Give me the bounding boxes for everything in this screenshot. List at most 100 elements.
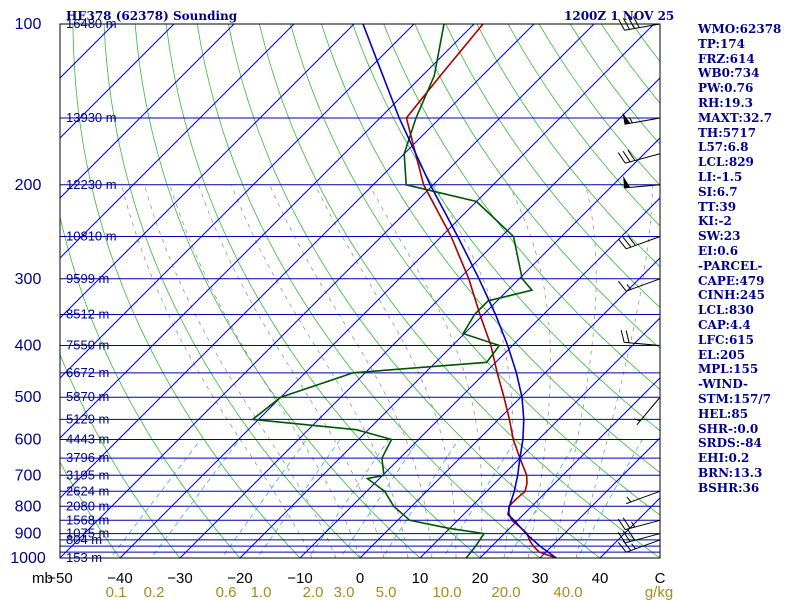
index-item: LI:-1.5 bbox=[698, 169, 743, 184]
isotherm bbox=[179, 77, 660, 558]
temperature-tick-label: 0 bbox=[356, 570, 364, 587]
dry-adiabat bbox=[60, 353, 181, 558]
moist-adiabat bbox=[314, 184, 457, 558]
height-label: 12230 m bbox=[66, 177, 117, 192]
isotherm bbox=[60, 24, 475, 439]
temperature-tick-label: 40 bbox=[592, 570, 609, 587]
temperature-tick-label: 10 bbox=[412, 570, 429, 587]
temperature-tick-label: 30 bbox=[532, 570, 549, 587]
index-item: SHR-:0.0 bbox=[698, 421, 759, 436]
wind-barb bbox=[634, 396, 661, 426]
isotherm bbox=[479, 377, 660, 558]
wind-barb bbox=[617, 529, 661, 544]
mixing-ratio-line bbox=[381, 439, 459, 558]
wind-barb bbox=[622, 112, 661, 125]
temperature-tick-label: −20 bbox=[227, 570, 252, 587]
moist-adiabat bbox=[169, 184, 361, 558]
moist-adiabat bbox=[121, 184, 313, 558]
height-label: 4443 m bbox=[66, 432, 109, 447]
index-item: HEL:85 bbox=[698, 406, 749, 421]
index-item: PW:0.76 bbox=[698, 81, 754, 96]
index-item: SRDS:-84 bbox=[698, 436, 762, 451]
temperature-line bbox=[405, 24, 557, 558]
index-item: SI:6.7 bbox=[698, 184, 738, 199]
dry-adiabat bbox=[196, 24, 541, 558]
isotherm bbox=[60, 24, 295, 259]
mixing-ratio-tick-label: 20.0 bbox=[491, 584, 520, 600]
index-item: TT:39 bbox=[698, 199, 737, 214]
temperature-tick-label: 20 bbox=[472, 570, 489, 587]
mixing-ratio-line bbox=[308, 439, 390, 558]
moist-adiabat bbox=[575, 184, 653, 558]
dry-adiabat bbox=[60, 215, 241, 558]
index-item: WMO:62378 bbox=[698, 22, 782, 36]
index-item: BSHR:36 bbox=[698, 480, 760, 495]
temperature-tick-label: −30 bbox=[167, 570, 192, 587]
height-label: 1075 m bbox=[66, 526, 109, 541]
mixing-ratio-line bbox=[507, 439, 578, 558]
isotherm bbox=[539, 437, 660, 558]
index-item: MAXT:32.7 bbox=[698, 110, 773, 125]
mixing-ratio-line bbox=[150, 439, 240, 558]
height-label: 2624 m bbox=[66, 483, 109, 498]
pressure-tick-label: 700 bbox=[15, 467, 42, 484]
index-item: CAP:4.4 bbox=[698, 317, 751, 332]
index-item: MPL:155 bbox=[698, 362, 759, 377]
isotherm bbox=[119, 24, 655, 558]
index-item: BRN:13.3 bbox=[698, 465, 763, 480]
isotherm bbox=[60, 24, 535, 499]
index-item: EHI:0.2 bbox=[698, 451, 750, 466]
index-item: EI:0.6 bbox=[698, 243, 739, 258]
x-axis-unit-label: mb bbox=[32, 570, 53, 587]
mixing-ratio-tick-label: 0.2 bbox=[144, 584, 165, 600]
pressure-tick-label: 500 bbox=[15, 389, 42, 406]
height-label: 5129 m bbox=[66, 411, 109, 426]
mixing-ratio-tick-label: g/kg bbox=[645, 584, 673, 600]
dewpoint-line bbox=[250, 24, 534, 558]
sounding-title: HE378 (62378) Sounding bbox=[66, 9, 238, 23]
isotherm bbox=[60, 24, 175, 139]
sounding-time: 1200Z 1 NOV 25 bbox=[564, 9, 675, 23]
mixing-ratio-line bbox=[256, 439, 341, 558]
index-item: TP:174 bbox=[698, 36, 746, 51]
height-label: 10810 m bbox=[66, 228, 117, 243]
isotherm bbox=[60, 24, 415, 379]
plot-series bbox=[250, 24, 557, 558]
mixing-ratio-tick-label: 3.0 bbox=[334, 584, 355, 600]
mixing-ratio-line bbox=[442, 439, 517, 558]
isotherm bbox=[299, 197, 660, 558]
height-label: 5870 m bbox=[66, 389, 109, 404]
height-label: 16480 m bbox=[66, 16, 117, 31]
height-label: 13930 m bbox=[66, 110, 117, 125]
height-label: 804 m bbox=[66, 532, 102, 547]
wind-barb bbox=[617, 149, 661, 164]
pressure-tick-label: 800 bbox=[15, 498, 42, 515]
dry-adiabat bbox=[259, 24, 660, 558]
index-item: KI:-2 bbox=[698, 214, 732, 229]
isotherm bbox=[60, 24, 595, 558]
wind-barb bbox=[618, 16, 661, 31]
index-item: L57:6.8 bbox=[698, 140, 749, 155]
height-label: 2080 m bbox=[66, 498, 109, 513]
dry-adiabat bbox=[445, 24, 660, 308]
height-label: 6672 m bbox=[66, 365, 109, 380]
moist-adiabat bbox=[269, 184, 433, 558]
dry-adiabat bbox=[134, 24, 421, 558]
wind-barb bbox=[623, 175, 661, 189]
height-label: 9599 m bbox=[66, 271, 109, 286]
plot-grid bbox=[60, 24, 660, 558]
height-label: 7550 m bbox=[66, 338, 109, 353]
height-label: 3195 m bbox=[66, 467, 109, 482]
index-item: RH:19.3 bbox=[698, 95, 753, 110]
pressure-tick-label: 900 bbox=[15, 526, 42, 543]
index-item: EL:205 bbox=[698, 347, 746, 362]
dry-adiabat bbox=[60, 461, 121, 558]
isotherm bbox=[419, 317, 660, 558]
height-label: 153 m bbox=[66, 550, 102, 565]
isotherm bbox=[60, 24, 235, 199]
pressure-tick-label: 100 bbox=[15, 16, 42, 33]
dry-adiabat bbox=[352, 24, 660, 432]
dry-adiabat bbox=[476, 24, 660, 268]
